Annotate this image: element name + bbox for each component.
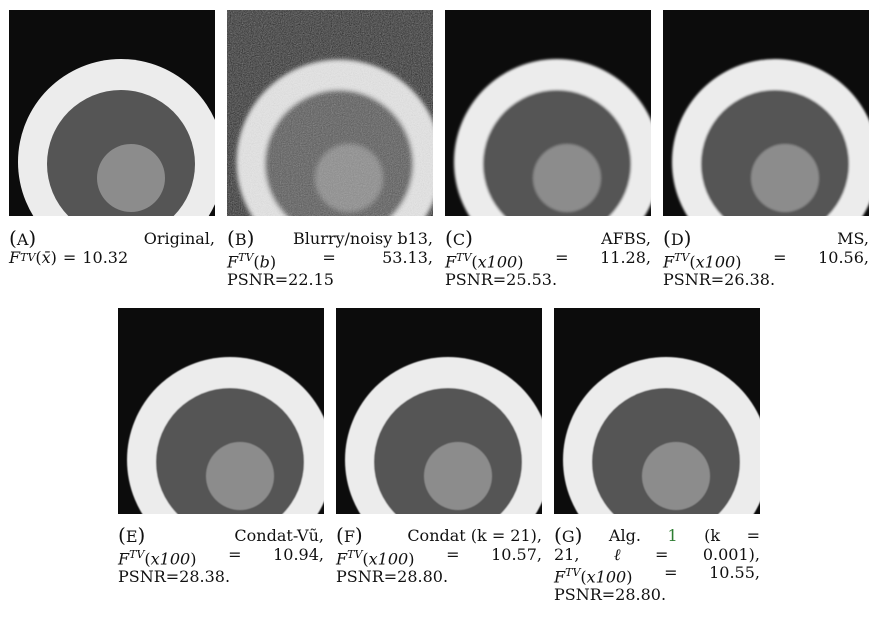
function-superscript: TV xyxy=(674,251,690,264)
caption-title: Condat-Vũ, xyxy=(234,526,324,545)
equals-sign: = xyxy=(664,563,678,582)
caption-title: AFBS, xyxy=(601,229,651,248)
equals-sign: = xyxy=(322,248,336,267)
function-superscript: TV xyxy=(238,251,254,264)
function-symbol: F xyxy=(9,248,21,267)
caption-value: 10.56, xyxy=(818,248,869,267)
function-arg: x100 xyxy=(150,549,191,569)
phantom-svg xyxy=(554,308,760,514)
caption-e: (E) Condat-Vũ, FTV(x100) = 10.94, PSNR=28.3… xyxy=(118,523,324,587)
equals-sign: = xyxy=(62,248,77,267)
caption-value: 10.57, xyxy=(491,545,542,564)
function-arg: b xyxy=(259,252,270,272)
caption-title: Original, xyxy=(143,229,215,248)
function-superscript: TV xyxy=(129,548,145,561)
function-superscript: TV xyxy=(456,251,472,264)
image-condat xyxy=(336,308,542,514)
caption-word-alg: Alg. xyxy=(608,526,641,545)
phantom-svg xyxy=(227,10,433,216)
function-arg: x100 xyxy=(586,567,627,587)
caption-psnr: PSNR=25.53. xyxy=(445,270,558,290)
caption-psnr: PSNR=28.38. xyxy=(118,567,231,587)
phantom-svg xyxy=(663,10,869,216)
caption-psnr: PSNR=28.80. xyxy=(554,585,667,605)
function-symbol: F xyxy=(554,567,566,587)
equals-sign: = xyxy=(555,248,569,267)
equals-sign: = xyxy=(446,545,460,564)
caption-word-21: 21, xyxy=(554,545,580,564)
caption-b: (B) Blurry/noisy b13, FTV(b) = 53.13, PSNR=… xyxy=(227,226,433,290)
caption-title: Condat (k = 21), xyxy=(407,526,542,545)
caption-title: MS, xyxy=(837,229,869,248)
caption-label: E xyxy=(125,527,138,546)
image-ms xyxy=(663,10,869,216)
function-arg: x100 xyxy=(477,252,518,272)
function-arg: x̄ xyxy=(41,248,51,267)
phantom-svg xyxy=(9,10,215,216)
algorithm-ref-link[interactable]: 1 xyxy=(667,526,678,545)
function-arg: x100 xyxy=(368,549,409,569)
function-symbol: F xyxy=(118,549,130,569)
caption-word-ell: ℓ xyxy=(613,545,621,564)
caption-a: (A) Original, F TV(x̄) = 10.32 xyxy=(9,226,215,267)
caption-value: 10.32 xyxy=(82,248,129,267)
caption-g: (G) Alg. 1 (k = 21, ℓ = 0.001), FTV(x100) = 10.55… xyxy=(554,523,760,605)
caption-label: F xyxy=(343,527,355,546)
equals-sign: = xyxy=(773,248,787,267)
caption-psnr: PSNR=26.38. xyxy=(663,270,776,290)
caption-psnr: PSNR=22.15 xyxy=(227,270,334,290)
caption-value: 53.13, xyxy=(382,248,433,267)
caption-psnr: PSNR=28.80. xyxy=(336,567,449,587)
function-arg: x100 xyxy=(695,252,736,272)
phantom-svg xyxy=(445,10,651,216)
caption-label: B xyxy=(234,230,247,249)
function-superscript: TV xyxy=(20,251,36,264)
caption-word-eq2: = xyxy=(655,545,669,564)
function-superscript: TV xyxy=(565,566,581,579)
caption-value: 10.55, xyxy=(709,563,760,582)
function-symbol: F xyxy=(227,252,239,272)
caption-title: Blurry/noisy b13, xyxy=(293,229,433,248)
phantom-svg xyxy=(118,308,324,514)
image-condat-vu xyxy=(118,308,324,514)
caption-word-eq: = xyxy=(746,526,760,545)
caption-label: C xyxy=(452,230,466,249)
image-original xyxy=(9,10,215,216)
function-symbol: F xyxy=(336,549,348,569)
image-blurry-noisy xyxy=(227,10,433,216)
caption-c: (C) AFBS, FTV(x100) = 11.28, PSNR=25.53. xyxy=(445,226,651,290)
function-symbol: F xyxy=(663,252,675,272)
image-alg-1 xyxy=(554,308,760,514)
caption-f: (F) Condat (k = 21), FTV(x100) = 10.57, PSN… xyxy=(336,523,542,587)
function-superscript: TV xyxy=(347,548,363,561)
caption-label: G xyxy=(561,527,575,546)
caption-label: D xyxy=(670,230,684,249)
caption-d: (D) MS, FTV(x100) = 10.56, PSNR=26.38. xyxy=(663,226,869,290)
function-symbol: F xyxy=(445,252,457,272)
caption-value: 10.94, xyxy=(273,545,324,564)
caption-label: A xyxy=(16,230,29,249)
caption-word-l: 0.001), xyxy=(702,545,760,564)
caption-value: 11.28, xyxy=(600,248,651,267)
caption-word-k: (k xyxy=(704,526,721,545)
image-afbs xyxy=(445,10,651,216)
equals-sign: = xyxy=(228,545,242,564)
phantom-svg xyxy=(336,308,542,514)
